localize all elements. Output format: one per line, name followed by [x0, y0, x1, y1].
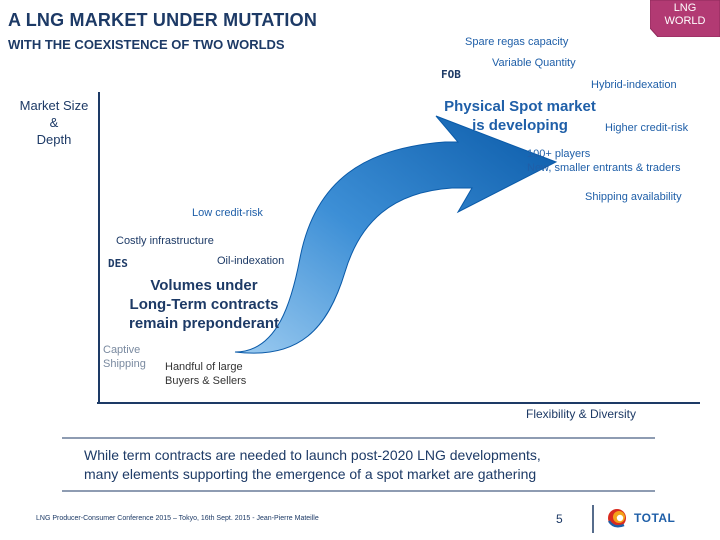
players-line-1: 100+ players [527, 148, 591, 160]
conclusion-line-1: While term contracts are needed to launc… [84, 447, 541, 463]
y-axis-label-line-2: & [49, 115, 59, 130]
term-headline-line-1: Volumes under [150, 277, 258, 294]
transition-arrow [234, 115, 558, 354]
hybrid-indexation-label: Hybrid-indexation [591, 79, 677, 91]
conclusion-text: While term contracts are needed to launc… [84, 446, 541, 484]
term-contracts-headline: Volumes under Long-Term contracts remain… [118, 276, 290, 333]
page-number: 5 [556, 512, 563, 526]
handful-line-1: Handful of large [165, 361, 243, 373]
spot-headline-line-2: is developing [472, 117, 568, 134]
badge-line-2: WORLD [664, 15, 706, 27]
page-title: A LNG MARKET UNDER MUTATION [8, 10, 318, 30]
badge-label: LNG WORLD [650, 0, 720, 28]
badge-line-1: LNG [673, 2, 697, 14]
captive-line-1: Captive [103, 344, 141, 356]
total-logo-text: TOTAL [634, 511, 676, 525]
term-headline-line-3: remain preponderant [128, 315, 280, 332]
players-line-2: New, smaller entrants & traders [527, 162, 681, 174]
variable-quantity-label: Variable Quantity [492, 57, 576, 69]
page-subtitle: WITH THE COEXISTENCE OF TWO WORLDS [8, 37, 285, 52]
spot-headline-line-1: Physical Spot market [444, 98, 596, 115]
y-axis-label-line-3: Depth [36, 132, 72, 147]
term-headline-line-2: Long-Term contracts [129, 296, 279, 313]
oil-indexation-label: Oil-indexation [217, 255, 285, 267]
spot-market-headline: Physical Spot market is developing [432, 97, 608, 135]
fob-label: FOB [441, 68, 461, 81]
captive-shipping-label: Captive Shipping [103, 343, 146, 371]
captive-line-2: Shipping [103, 358, 146, 370]
badge-shape [650, 0, 720, 37]
costly-infrastructure-label: Costly infrastructure [116, 235, 214, 247]
shipping-availability-label: Shipping availability [585, 191, 682, 203]
low-credit-risk-label: Low credit-risk [192, 207, 263, 219]
des-label: DES [108, 257, 128, 270]
players-label: 100+ players New, smaller entrants & tra… [527, 147, 680, 175]
higher-credit-risk-label: Higher credit-risk [605, 122, 689, 134]
y-axis-label: Market Size & Depth [16, 97, 92, 148]
handful-line-2: Buyers & Sellers [165, 375, 247, 387]
handful-label: Handful of large Buyers & Sellers [165, 360, 246, 388]
total-logo-icon [607, 509, 626, 528]
spare-regas-label: Spare regas capacity [465, 36, 569, 48]
conclusion-line-2: many elements supporting the emergence o… [84, 466, 537, 482]
conference-footer: LNG Producer-Consumer Conference 2015 – … [36, 515, 319, 522]
x-axis-label: Flexibility & Diversity [526, 407, 637, 421]
lng-world-badge: LNG WORLD [650, 0, 720, 37]
y-axis-label-line-1: Market Size [19, 98, 89, 113]
